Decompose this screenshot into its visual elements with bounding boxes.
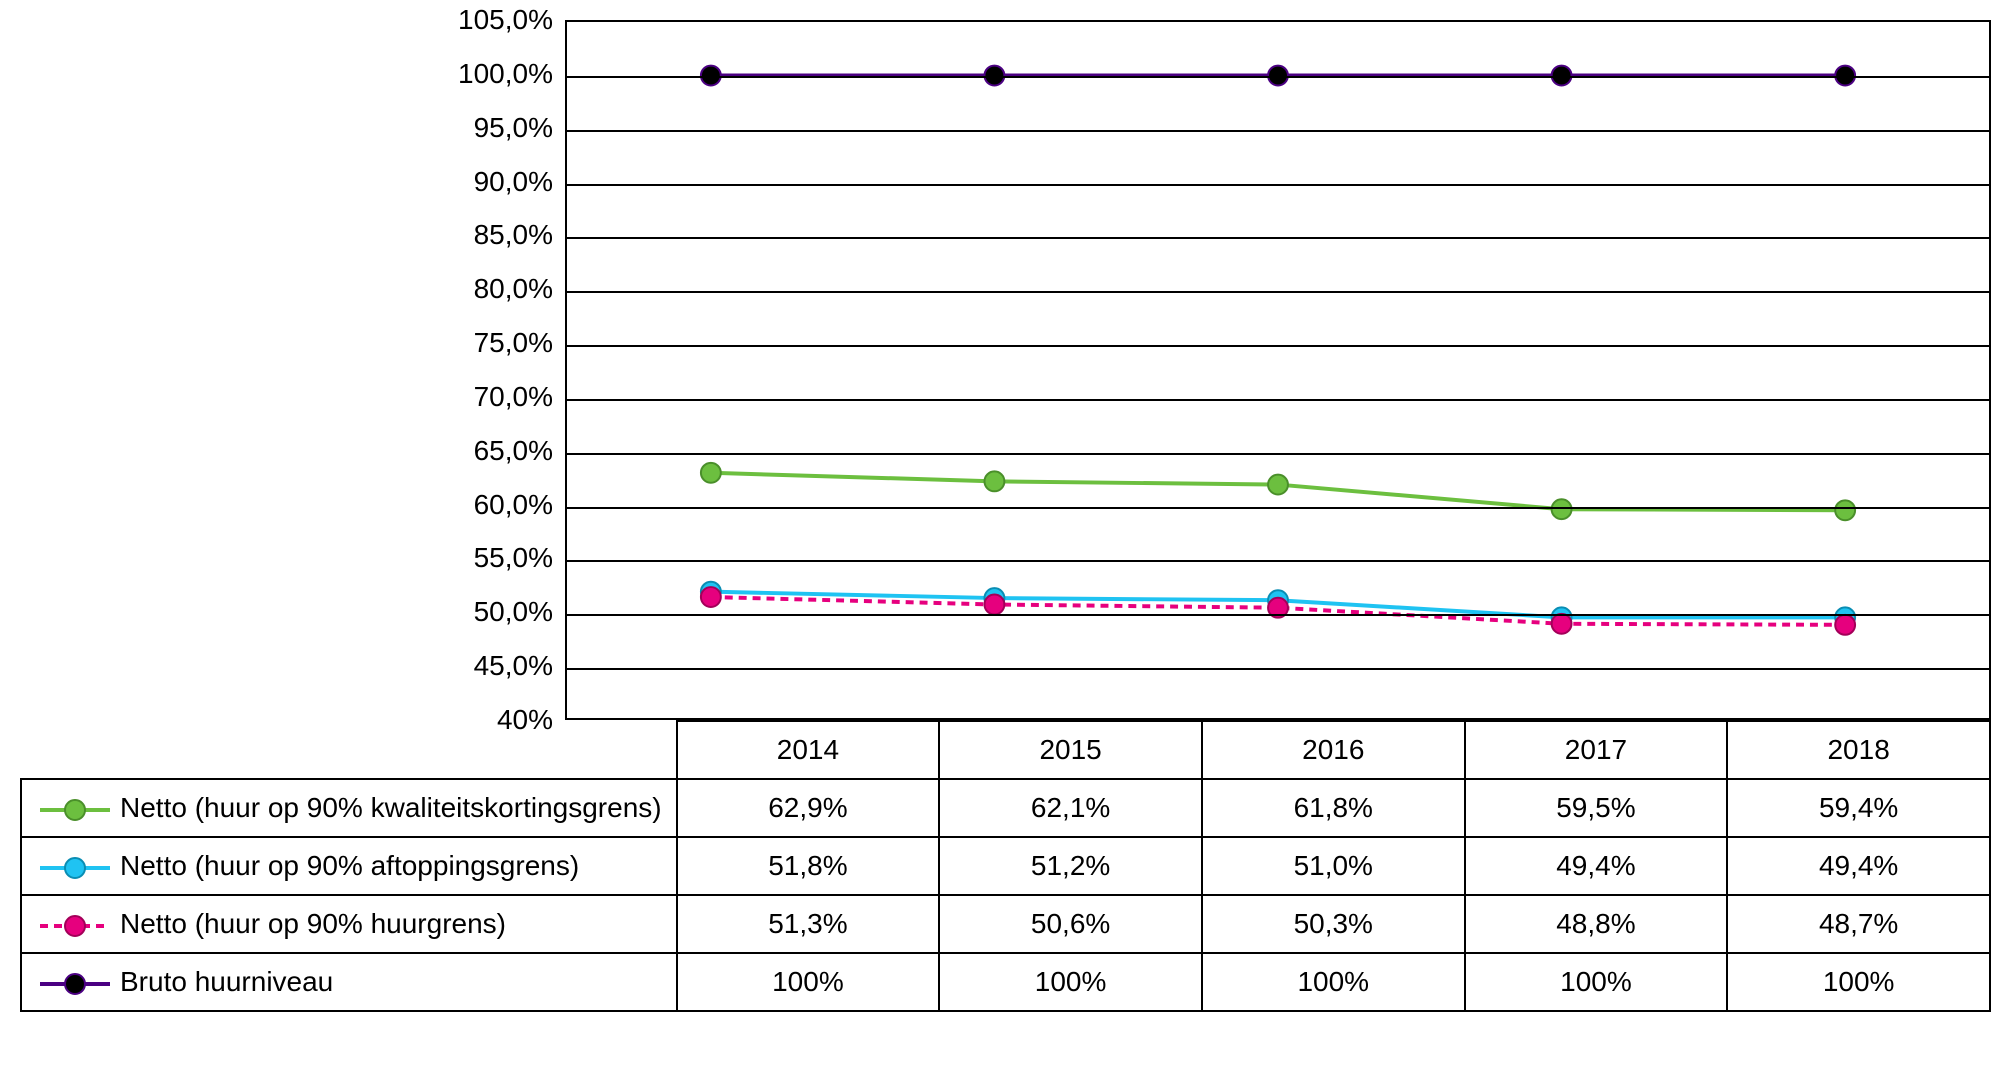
table-row: Bruto huurniveau100%100%100%100%100% bbox=[21, 953, 1990, 1011]
data-marker bbox=[1835, 615, 1855, 635]
value-cell: 100% bbox=[1465, 953, 1728, 1011]
y-tick-label: 85,0% bbox=[474, 219, 553, 251]
year-header: 2017 bbox=[1465, 721, 1728, 779]
series-label-text: Netto (huur op 90% huurgrens) bbox=[120, 908, 506, 939]
value-cell: 49,4% bbox=[1727, 837, 1990, 895]
value-cell: 51,8% bbox=[677, 837, 940, 895]
series-label-cell: Netto (huur op 90% huurgrens) bbox=[21, 895, 677, 953]
data-marker bbox=[1552, 499, 1572, 519]
legend-swatch bbox=[40, 798, 110, 822]
table-row: Netto (huur op 90% kwaliteitskortingsgre… bbox=[21, 779, 1990, 837]
legend-table: 20142015201620172018 Netto (huur op 90% k… bbox=[20, 720, 1991, 1012]
series-label-text: Bruto huurniveau bbox=[120, 966, 333, 997]
value-cell: 51,0% bbox=[1202, 837, 1465, 895]
data-marker bbox=[701, 587, 721, 607]
data-marker bbox=[1835, 500, 1855, 520]
gridline bbox=[567, 560, 1989, 562]
gridline bbox=[567, 291, 1989, 293]
series-label-cell: Netto (huur op 90% kwaliteitskortingsgre… bbox=[21, 779, 677, 837]
value-cell: 100% bbox=[1202, 953, 1465, 1011]
value-cell: 100% bbox=[1727, 953, 1990, 1011]
value-cell: 62,9% bbox=[677, 779, 940, 837]
data-marker bbox=[1268, 475, 1288, 495]
value-cell: 51,2% bbox=[939, 837, 1202, 895]
y-tick-label: 95,0% bbox=[474, 112, 553, 144]
year-header: 2014 bbox=[677, 721, 940, 779]
y-tick-label: 100,0% bbox=[458, 58, 553, 90]
y-tick-label: 55,0% bbox=[474, 542, 553, 574]
value-cell: 100% bbox=[677, 953, 940, 1011]
gridline bbox=[567, 345, 1989, 347]
table-row: Netto (huur op 90% aftoppingsgrens) 51,8%… bbox=[21, 837, 1990, 895]
gridline bbox=[567, 399, 1989, 401]
value-cell: 59,4% bbox=[1727, 779, 1990, 837]
year-header: 2018 bbox=[1727, 721, 1990, 779]
gridline bbox=[567, 507, 1989, 509]
y-tick-label: 75,0% bbox=[474, 327, 553, 359]
value-cell: 62,1% bbox=[939, 779, 1202, 837]
value-cell: 59,5% bbox=[1465, 779, 1728, 837]
y-axis-labels: 105,0%100,0%95,0%90,0%85,0%80,0%75,0%70,… bbox=[20, 20, 565, 720]
data-marker bbox=[701, 463, 721, 483]
data-marker bbox=[1552, 614, 1572, 634]
legend-swatch bbox=[40, 972, 110, 996]
y-tick-label: 50,0% bbox=[474, 596, 553, 628]
y-tick-label: 40% bbox=[497, 704, 553, 736]
data-marker bbox=[984, 595, 1004, 615]
table-row: Netto (huur op 90% huurgrens) 51,3%50,6%5… bbox=[21, 895, 1990, 953]
value-cell: 61,8% bbox=[1202, 779, 1465, 837]
value-cell: 51,3% bbox=[677, 895, 940, 953]
y-tick-label: 105,0% bbox=[458, 4, 553, 36]
y-tick-label: 70,0% bbox=[474, 381, 553, 413]
gridline bbox=[567, 453, 1989, 455]
value-cell: 50,3% bbox=[1202, 895, 1465, 953]
header-spacer bbox=[21, 721, 677, 779]
gridline bbox=[567, 130, 1989, 132]
series-label-cell: Netto (huur op 90% aftoppingsgrens) bbox=[21, 837, 677, 895]
data-marker bbox=[984, 471, 1004, 491]
y-tick-label: 60,0% bbox=[474, 489, 553, 521]
value-cell: 50,6% bbox=[939, 895, 1202, 953]
gridline bbox=[567, 614, 1989, 616]
value-cell: 100% bbox=[939, 953, 1202, 1011]
gridline bbox=[567, 668, 1989, 670]
series-label-text: Netto (huur op 90% aftoppingsgrens) bbox=[120, 850, 579, 881]
gridline bbox=[567, 184, 1989, 186]
y-tick-label: 90,0% bbox=[474, 166, 553, 198]
table-header-row: 20142015201620172018 bbox=[21, 721, 1990, 779]
legend-swatch bbox=[40, 856, 110, 880]
value-cell: 49,4% bbox=[1465, 837, 1728, 895]
plot-row: 105,0%100,0%95,0%90,0%85,0%80,0%75,0%70,… bbox=[20, 20, 1991, 720]
y-tick-label: 80,0% bbox=[474, 273, 553, 305]
y-tick-label: 45,0% bbox=[474, 650, 553, 682]
plot-area bbox=[565, 20, 1991, 720]
gridline bbox=[567, 76, 1989, 78]
value-cell: 48,8% bbox=[1465, 895, 1728, 953]
series-label-text: Netto (huur op 90% kwaliteitskortingsgre… bbox=[120, 792, 662, 823]
series-label-cell: Bruto huurniveau bbox=[21, 953, 677, 1011]
year-header: 2015 bbox=[939, 721, 1202, 779]
chart-container: 105,0%100,0%95,0%90,0%85,0%80,0%75,0%70,… bbox=[20, 20, 1991, 1012]
y-tick-label: 65,0% bbox=[474, 435, 553, 467]
gridline bbox=[567, 237, 1989, 239]
value-cell: 48,7% bbox=[1727, 895, 1990, 953]
year-header: 2016 bbox=[1202, 721, 1465, 779]
legend-swatch bbox=[40, 914, 110, 938]
